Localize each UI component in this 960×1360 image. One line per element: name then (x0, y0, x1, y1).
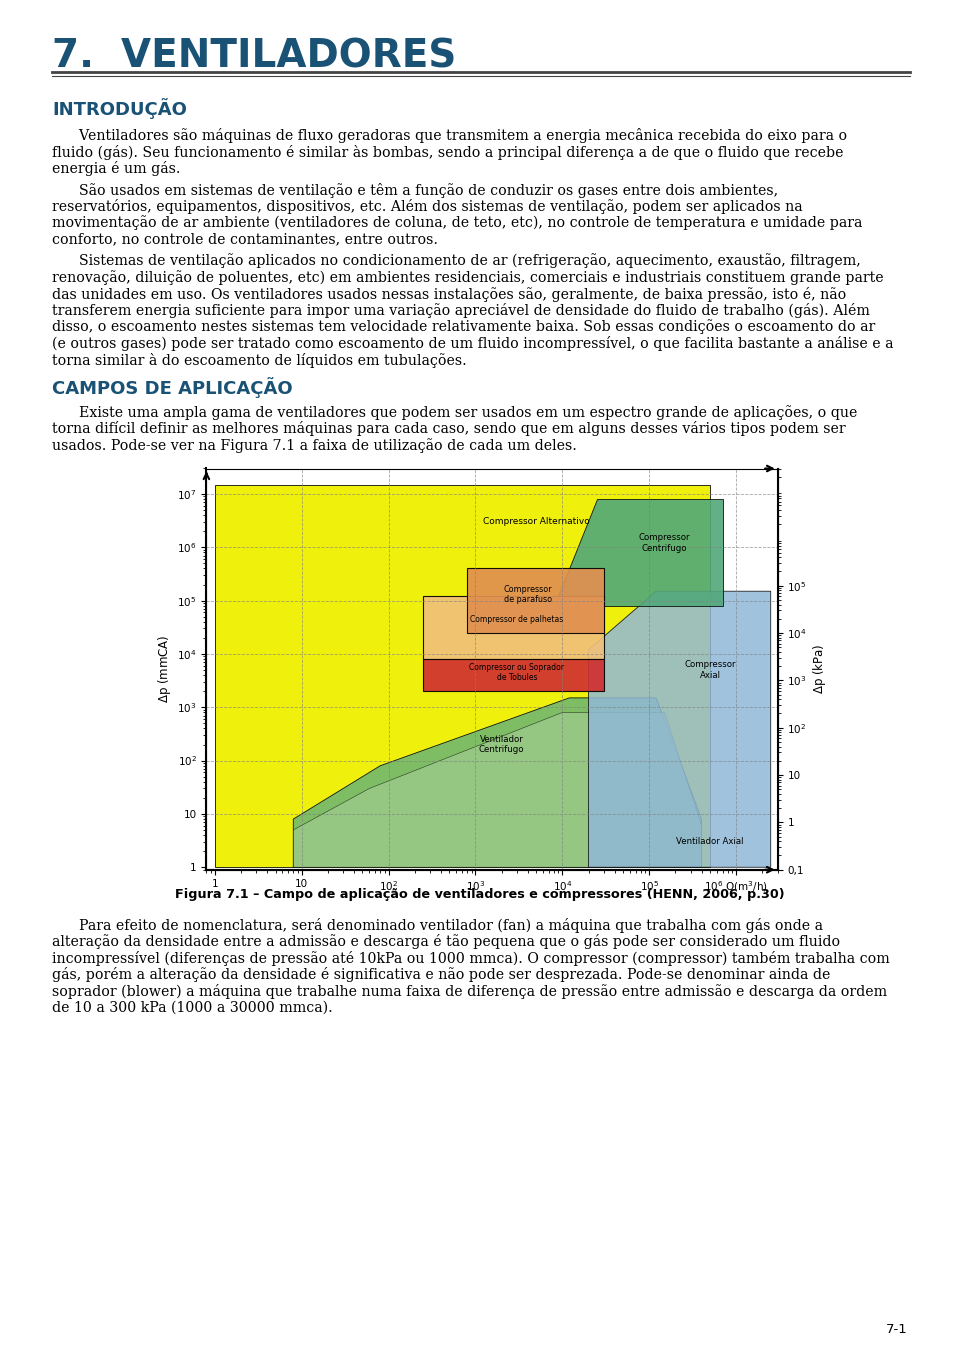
Text: Ventiladores são máquinas de fluxo geradoras que transmitem a energia mecânica r: Ventiladores são máquinas de fluxo gerad… (52, 128, 847, 143)
Text: (e outros gases) pode ser tratado como escoamento de um fluido incompressível, o: (e outros gases) pode ser tratado como e… (52, 336, 894, 351)
Polygon shape (588, 592, 771, 868)
Polygon shape (215, 484, 710, 868)
Text: Compressor Alternativo: Compressor Alternativo (483, 517, 589, 526)
Text: torna difícil definir as melhores máquinas para cada caso, sendo que em alguns d: torna difícil definir as melhores máquin… (52, 422, 846, 437)
Text: Compressor de palhetas: Compressor de palhetas (470, 615, 564, 624)
Text: renovação, diluição de poluentes, etc) em ambientes residenciais, comerciais e i: renovação, diluição de poluentes, etc) e… (52, 271, 883, 284)
Text: Compressor
Axial: Compressor Axial (684, 661, 735, 680)
Polygon shape (554, 499, 723, 605)
Text: de 10 a 300 kPa (1000 a 30000 mmca).: de 10 a 300 kPa (1000 a 30000 mmca). (52, 1000, 333, 1015)
Text: Sistemas de ventilação aplicados no condicionamento de ar (refrigeração, aquecim: Sistemas de ventilação aplicados no cond… (52, 253, 861, 268)
Text: fluido (gás). Seu funcionamento é similar às bombas, sendo a principal diferença: fluido (gás). Seu funcionamento é simila… (52, 144, 844, 159)
Text: incompressível (diferenças de pressão até 10kPa ou 1000 mmca). O compressor (com: incompressível (diferenças de pressão at… (52, 951, 890, 966)
Text: Compressor ou Soprador
de Tobules: Compressor ou Soprador de Tobules (469, 662, 564, 683)
Polygon shape (423, 597, 604, 660)
Text: Ventilador
Centrifugo: Ventilador Centrifugo (479, 734, 524, 755)
Polygon shape (294, 698, 702, 868)
Text: Ventilador Axial: Ventilador Axial (676, 838, 744, 846)
Text: soprador (blower) a máquina que trabalhe numa faixa de diferença de pressão entr: soprador (blower) a máquina que trabalhe… (52, 983, 887, 998)
Text: movimentação de ar ambiente (ventiladores de coluna, de teto, etc), no controle : movimentação de ar ambiente (ventiladore… (52, 215, 862, 230)
Text: usados. Pode-se ver na Figura 7.1 a faixa de utilização de cada um deles.: usados. Pode-se ver na Figura 7.1 a faix… (52, 438, 577, 453)
Text: Existe uma ampla gama de ventiladores que podem ser usados em um espectro grande: Existe uma ampla gama de ventiladores qu… (52, 405, 857, 420)
Text: INTRODUÇÃO: INTRODUÇÃO (52, 98, 187, 118)
Polygon shape (468, 568, 604, 632)
Text: CAMPOS DE APLICAÇÃO: CAMPOS DE APLICAÇÃO (52, 377, 293, 398)
Text: reservatórios, equipamentos, dispositivos, etc. Além dos sistemas de ventilação,: reservatórios, equipamentos, dispositivo… (52, 199, 803, 214)
Text: torna similar à do escoamento de líquidos em tubulações.: torna similar à do escoamento de líquido… (52, 352, 467, 367)
Text: 7.  VENTILADORES: 7. VENTILADORES (52, 38, 456, 76)
Text: Compressor
Centrifugo: Compressor Centrifugo (638, 533, 690, 552)
Y-axis label: $\Delta$p (mmCA): $\Delta$p (mmCA) (156, 635, 173, 703)
Text: disso, o escoamento nestes sistemas tem velocidade relativamente baixa. Sob essa: disso, o escoamento nestes sistemas tem … (52, 320, 876, 335)
Polygon shape (423, 660, 604, 691)
Text: transferem energia suficiente para impor uma variação apreciável de densidade do: transferem energia suficiente para impor… (52, 303, 870, 318)
Text: das unidades em uso. Os ventiladores usados nessas instalações são, geralmente, : das unidades em uso. Os ventiladores usa… (52, 287, 847, 302)
Polygon shape (294, 713, 702, 868)
Text: energia é um gás.: energia é um gás. (52, 160, 180, 175)
Y-axis label: $\Delta$p (kPa): $\Delta$p (kPa) (811, 643, 828, 695)
Text: São usados em sistemas de ventilação e têm a função de conduzir os gases entre d: São usados em sistemas de ventilação e t… (52, 182, 779, 197)
Text: 7-1: 7-1 (886, 1323, 908, 1336)
Text: Figura 7.1 – Campo de aplicação de ventiladores e compressores (HENN, 2006, p.30: Figura 7.1 – Campo de aplicação de venti… (175, 888, 785, 900)
Text: gás, porém a alteração da densidade é significativa e não pode ser desprezada. P: gás, porém a alteração da densidade é si… (52, 967, 830, 982)
Text: Para efeito de nomenclatura, será denominado ventilador (fan) a máquina que trab: Para efeito de nomenclatura, será denomi… (52, 918, 823, 933)
Text: conforto, no controle de contaminantes, entre outros.: conforto, no controle de contaminantes, … (52, 233, 438, 246)
Text: alteração da densidade entre a admissão e descarga é tão pequena que o gás pode : alteração da densidade entre a admissão … (52, 934, 840, 949)
Text: Compressor
de parafuso: Compressor de parafuso (503, 585, 552, 604)
